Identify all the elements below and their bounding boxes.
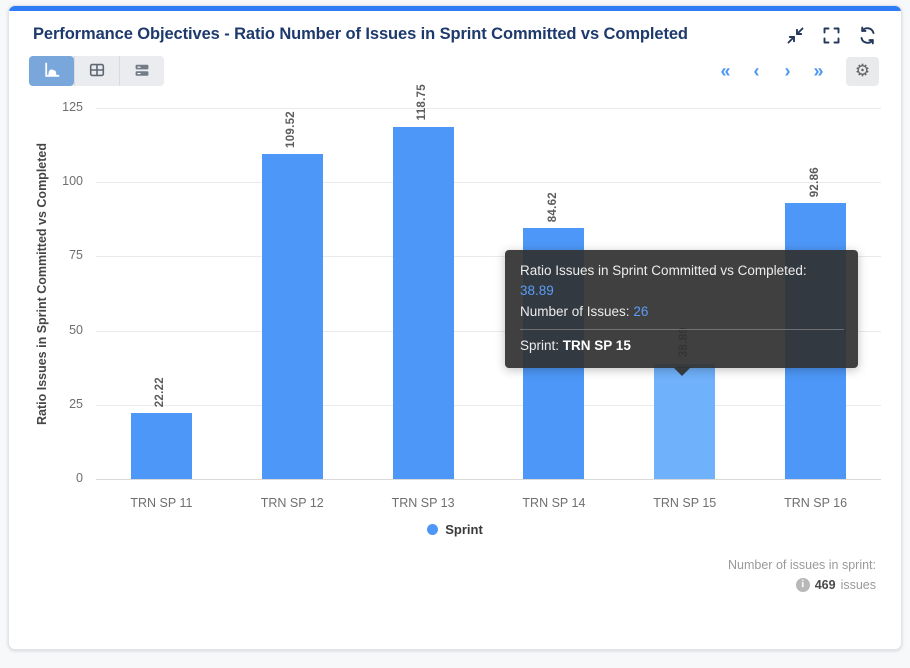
- tooltip-divider: [520, 328, 844, 330]
- tooltip-issues-label: Number of Issues:: [520, 303, 630, 319]
- tooltip-ratio-label: Ratio Issues in Sprint Committed vs Comp…: [520, 263, 807, 278]
- bar-value-label: 84.62: [546, 191, 559, 222]
- x-tick-label: TRN SP 13: [391, 496, 455, 510]
- gridline: [96, 479, 881, 480]
- y-tick-label: 0: [76, 471, 83, 485]
- bar-trn-sp-13[interactable]: [392, 126, 454, 479]
- tooltip-issues-value: 26: [633, 303, 649, 319]
- accent-top-bar: [9, 6, 901, 11]
- bar-value-label: 22.22: [154, 376, 167, 408]
- table-icon: [88, 61, 106, 82]
- bar-value-label: 109.52: [285, 110, 298, 148]
- gadget-card: Performance Objectives - Ratio Number of…: [8, 5, 902, 650]
- y-tick-label: 75: [69, 248, 83, 263]
- bar-chart: Ratio Issues in Sprint Committed vs Comp…: [9, 84, 901, 491]
- header-actions: [786, 26, 877, 45]
- footer-note: Number of issues in sprint: i 469 issues: [9, 555, 901, 595]
- table-view-button[interactable]: [74, 56, 119, 86]
- bar-value-label: 118.75: [416, 84, 429, 121]
- y-tick-label: 25: [69, 396, 83, 411]
- view-toggle-group: [29, 56, 164, 86]
- prev-page-button[interactable]: ‹: [753, 60, 760, 81]
- gridline: [96, 404, 881, 406]
- chart-legend: Sprint: [9, 522, 901, 540]
- tooltip-sprint-line: Sprint: TRN SP 15: [520, 336, 844, 356]
- chart-tooltip: Ratio Issues in Sprint Committed vs Comp…: [505, 250, 858, 376]
- y-tick-label: 125: [62, 100, 83, 114]
- footer-count: 469: [814, 578, 836, 592]
- bar-trn-sp-12[interactable]: [261, 153, 323, 479]
- gridline: [96, 330, 881, 332]
- tooltip-ratio-line: Ratio Issues in Sprint Committed vs Comp…: [520, 261, 844, 302]
- x-tick-label: TRN SP 11: [130, 496, 193, 510]
- tooltip-sprint-label: Sprint:: [520, 337, 560, 353]
- stacked-rows-icon: [133, 61, 151, 82]
- gridline: [96, 182, 881, 184]
- tooltip-sprint-value: TRN SP 15: [562, 337, 631, 353]
- y-tick-label: 50: [69, 322, 83, 337]
- legend-label: Sprint: [445, 522, 483, 537]
- bar-trn-sp-15[interactable]: [654, 363, 716, 479]
- list-view-button[interactable]: [119, 56, 164, 86]
- card-header: Performance Objectives - Ratio Number of…: [9, 6, 901, 45]
- page-title: Performance Objectives - Ratio Number of…: [33, 25, 688, 43]
- first-page-button[interactable]: «: [720, 60, 731, 81]
- tooltip-arrow: [672, 367, 691, 376]
- fullscreen-icon[interactable]: [822, 26, 841, 45]
- footer-suffix: issues: [840, 578, 876, 592]
- bar-value-label: 92.86: [808, 167, 821, 198]
- collapse-icon[interactable]: [786, 26, 805, 45]
- x-tick-label: TRN SP 16: [784, 496, 848, 510]
- bar-chart-icon: [43, 61, 61, 82]
- next-page-button[interactable]: ›: [784, 60, 791, 81]
- toolbar-right: « ‹ › » ⚙: [710, 56, 879, 86]
- tooltip-ratio-value: 38.89: [520, 283, 554, 299]
- settings-button[interactable]: ⚙: [846, 56, 879, 86]
- gridline: [96, 108, 881, 109]
- gear-icon: ⚙: [854, 61, 871, 80]
- x-tick-label: TRN SP 14: [522, 496, 586, 510]
- legend-dot-icon: [427, 524, 439, 535]
- chart-view-button[interactable]: [29, 56, 74, 86]
- last-page-button[interactable]: »: [813, 60, 824, 81]
- x-tick-label: TRN SP 15: [653, 496, 717, 510]
- refresh-icon[interactable]: [858, 26, 877, 45]
- info-icon: i: [795, 578, 810, 592]
- footer-count-line: i 469 issues: [9, 575, 876, 595]
- toolbar: « ‹ › » ⚙: [9, 56, 901, 86]
- x-axis-labels: TRN SP 11 TRN SP 12 TRN SP 13 TRN SP 14 TRN …: [9, 491, 901, 517]
- gridline: [96, 256, 881, 258]
- y-tick-label: 100: [62, 174, 83, 189]
- legend-item-sprint[interactable]: Sprint: [427, 522, 483, 537]
- footer-label: Number of issues in sprint:: [728, 558, 876, 572]
- x-tick-label: TRN SP 12: [260, 496, 324, 510]
- tooltip-issues-line: Number of Issues: 26: [520, 302, 844, 322]
- bar-trn-sp-11[interactable]: [130, 413, 192, 479]
